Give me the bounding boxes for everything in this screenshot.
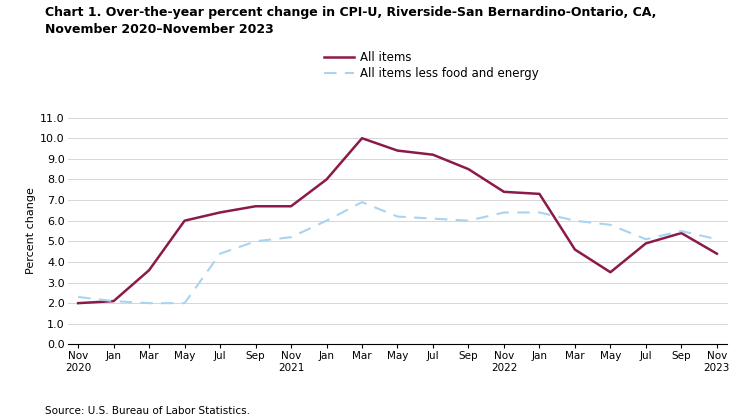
Text: Chart 1. Over-the-year percent change in CPI-U, Riverside-San Bernardino-Ontario: Chart 1. Over-the-year percent change in… [45, 6, 656, 19]
Y-axis label: Percent change: Percent change [26, 188, 36, 274]
Legend: All items, All items less food and energy: All items, All items less food and energ… [324, 51, 538, 81]
Text: Source: U.S. Bureau of Labor Statistics.: Source: U.S. Bureau of Labor Statistics. [45, 406, 250, 416]
Text: November 2020–November 2023: November 2020–November 2023 [45, 23, 274, 36]
